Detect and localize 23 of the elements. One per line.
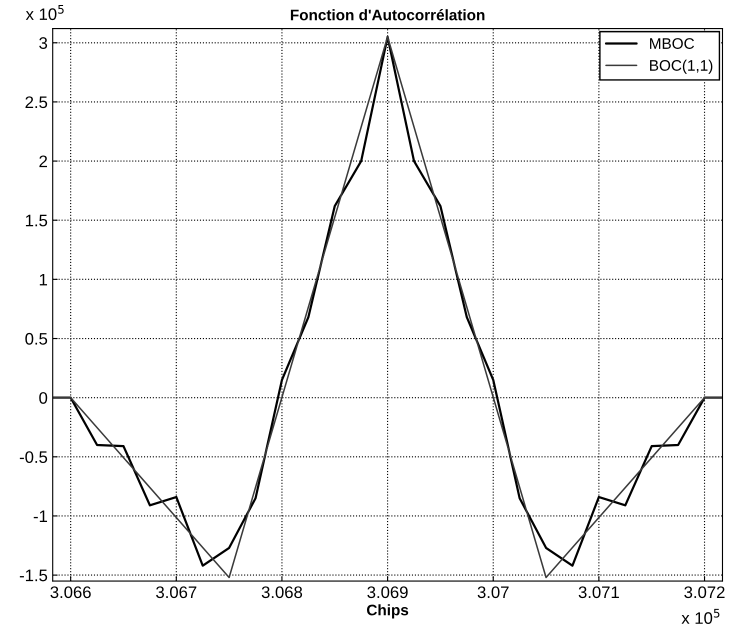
y-tick-label: 0: [39, 392, 48, 404]
x-tick-label: 3.067: [156, 586, 196, 598]
y-tick-label: 2.5: [26, 96, 48, 108]
x-tick-label: 3.072: [684, 586, 725, 598]
y-tick-label: 3: [39, 37, 48, 49]
y-tick-label: -1.5: [20, 570, 48, 582]
legend-label: BOC(1,1): [650, 60, 712, 74]
text: x 10$^{5}$: [682, 608, 720, 624]
x-axis-title: Chips: [367, 604, 408, 618]
y-tick-label: -0.5: [20, 451, 48, 464]
y-tick-label: 1: [40, 274, 48, 286]
y-tick-label: 0.5: [25, 332, 48, 345]
y-tick-label: -1: [34, 510, 48, 522]
y-tick-label: 2: [39, 155, 48, 168]
text: x 10$^{5}$: [26, 5, 64, 20]
x-tick-label: 3.07: [478, 586, 509, 598]
y-tick-label: 1.5: [26, 214, 48, 226]
x-tick-label: 3.071: [578, 586, 619, 598]
x-tick-label: 3.069: [367, 586, 408, 598]
x-tick-label: 3.068: [262, 586, 302, 598]
legend-label: MBOC: [650, 38, 694, 49]
x-tick-label: 3.066: [50, 586, 91, 598]
chart-title: Fonction d'Autocorrélation: [290, 9, 484, 20]
